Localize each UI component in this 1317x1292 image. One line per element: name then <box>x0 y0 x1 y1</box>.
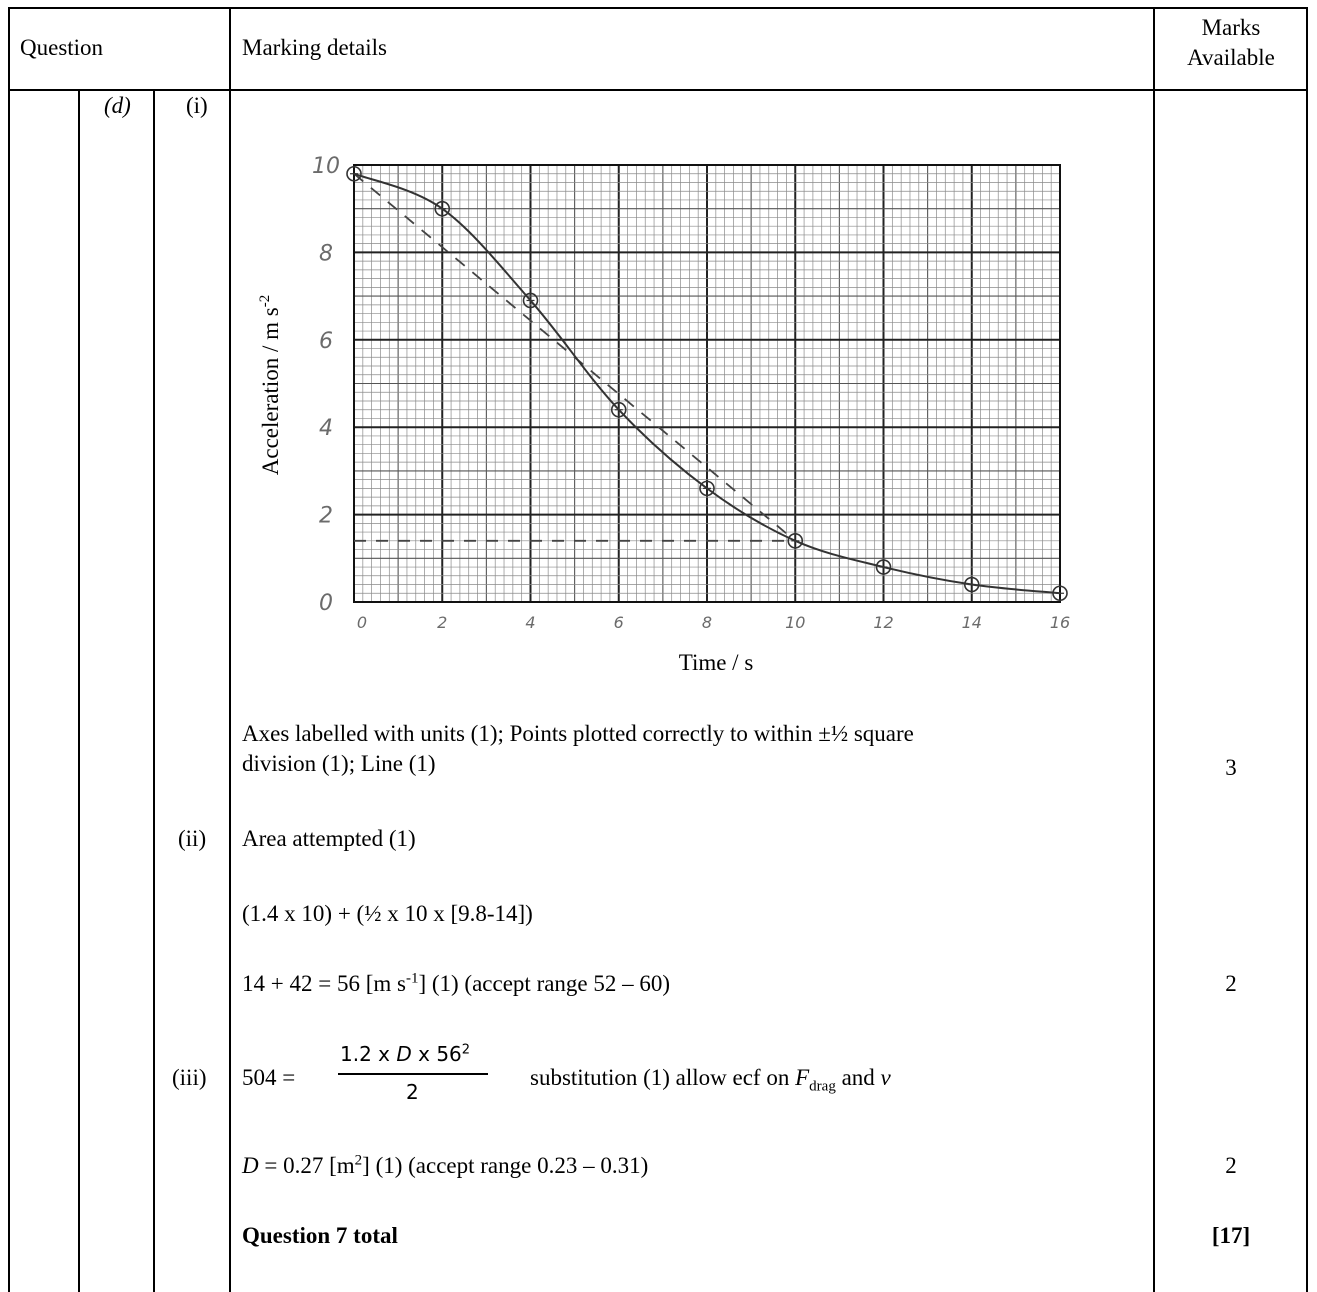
data-point <box>787 533 804 549</box>
x-tick-label: 12 <box>873 613 893 632</box>
data-point <box>522 292 539 309</box>
x-tick-label: 2 <box>437 613 447 632</box>
y-tick-label: 8 <box>319 241 333 266</box>
question-total-label: Question 7 total <box>242 1223 398 1248</box>
y-axis-label: Acceleration / m s-2 <box>257 295 283 475</box>
axes-criteria-line2: division (1); Line (1) <box>242 751 436 776</box>
y-tick-label: 2 <box>319 504 333 529</box>
best-fit-curve <box>353 172 1061 595</box>
part-column-divider <box>78 89 80 1292</box>
details-column-divider <box>229 7 231 1292</box>
marks-part-ii: 2 <box>1225 971 1237 996</box>
subpart-iii-label: (iii) <box>172 1065 207 1090</box>
equation-lhs: 504 = <box>242 1065 296 1090</box>
x-tick-label: 6 <box>614 613 624 632</box>
header-question: Question <box>20 35 104 60</box>
x-tick-label: 14 <box>962 613 982 632</box>
header-marks-line1: Marks <box>1201 15 1261 40</box>
area-result: 14 + 42 = 56 [m s-1] (1) (accept range 5… <box>242 970 671 996</box>
header-marking-details: Marking details <box>242 35 387 60</box>
data-point <box>1052 585 1068 602</box>
graph-grid <box>353 164 1061 603</box>
equation-numerator: 1.2 x D x 562 <box>340 1042 471 1066</box>
table-top-border <box>8 7 1308 9</box>
graph-points <box>346 165 1068 602</box>
x-tick-label: 10 <box>785 613 805 632</box>
data-point <box>610 401 627 418</box>
y-tick-label: 6 <box>319 329 333 354</box>
table-right-border <box>1306 7 1308 1292</box>
graph-frame <box>353 164 1061 603</box>
x-axis-label: Time / s <box>679 650 754 675</box>
y-tick-label: 0 <box>319 591 333 616</box>
header-bottom-border <box>8 89 1308 91</box>
axes-criteria-line1: Axes labelled with units (1); Points plo… <box>242 721 914 746</box>
y-tick-label: 4 <box>319 416 333 441</box>
data-point <box>699 480 715 497</box>
data-point <box>434 200 451 217</box>
x-tick-label: 0 <box>357 613 367 632</box>
d-result: D = 0.27 [m2] (1) (accept range 0.23 – 0… <box>242 1152 649 1178</box>
data-point <box>346 165 362 182</box>
data-point <box>875 559 892 575</box>
subpart-ii-label: (ii) <box>178 826 207 851</box>
substitution-note: substitution (1) allow ecf on Fdrag and … <box>530 1065 891 1095</box>
y-tick-label: 10 <box>312 154 340 179</box>
marks-column-divider <box>1153 7 1155 1292</box>
table-left-border <box>8 7 10 1292</box>
area-calculation: (1.4 x 10) + (½ x 10 x [9.8-14]) <box>242 901 533 926</box>
acceleration-time-graph: 0 2 4 6 8 10 12 14 16 0 2 4 6 8 10 Acceleration / m s-… <box>257 154 1070 675</box>
area-attempted: Area attempted (1) <box>242 826 416 851</box>
equation-denominator: 2 <box>406 1080 419 1104</box>
x-tick-label: 8 <box>702 613 712 632</box>
marks-part-iii: 2 <box>1225 1153 1237 1178</box>
marks-part-i: 3 <box>1225 755 1237 780</box>
subpart-column-divider <box>153 89 155 1292</box>
question-total-marks: [17] <box>1211 1223 1251 1248</box>
graph-lines <box>353 172 1061 595</box>
part-label: (d) <box>104 93 131 118</box>
subpart-i-label: (i) <box>186 93 208 118</box>
x-tick-label: 16 <box>1050 613 1070 632</box>
equation-fraction-bar <box>338 1073 488 1075</box>
x-tick-label: 4 <box>525 613 535 632</box>
graph-ticks: 0 2 4 6 8 10 12 14 16 0 2 4 6 8 10 <box>312 154 1070 632</box>
header-marks-line2: Available <box>1187 45 1275 70</box>
data-point <box>963 576 980 593</box>
